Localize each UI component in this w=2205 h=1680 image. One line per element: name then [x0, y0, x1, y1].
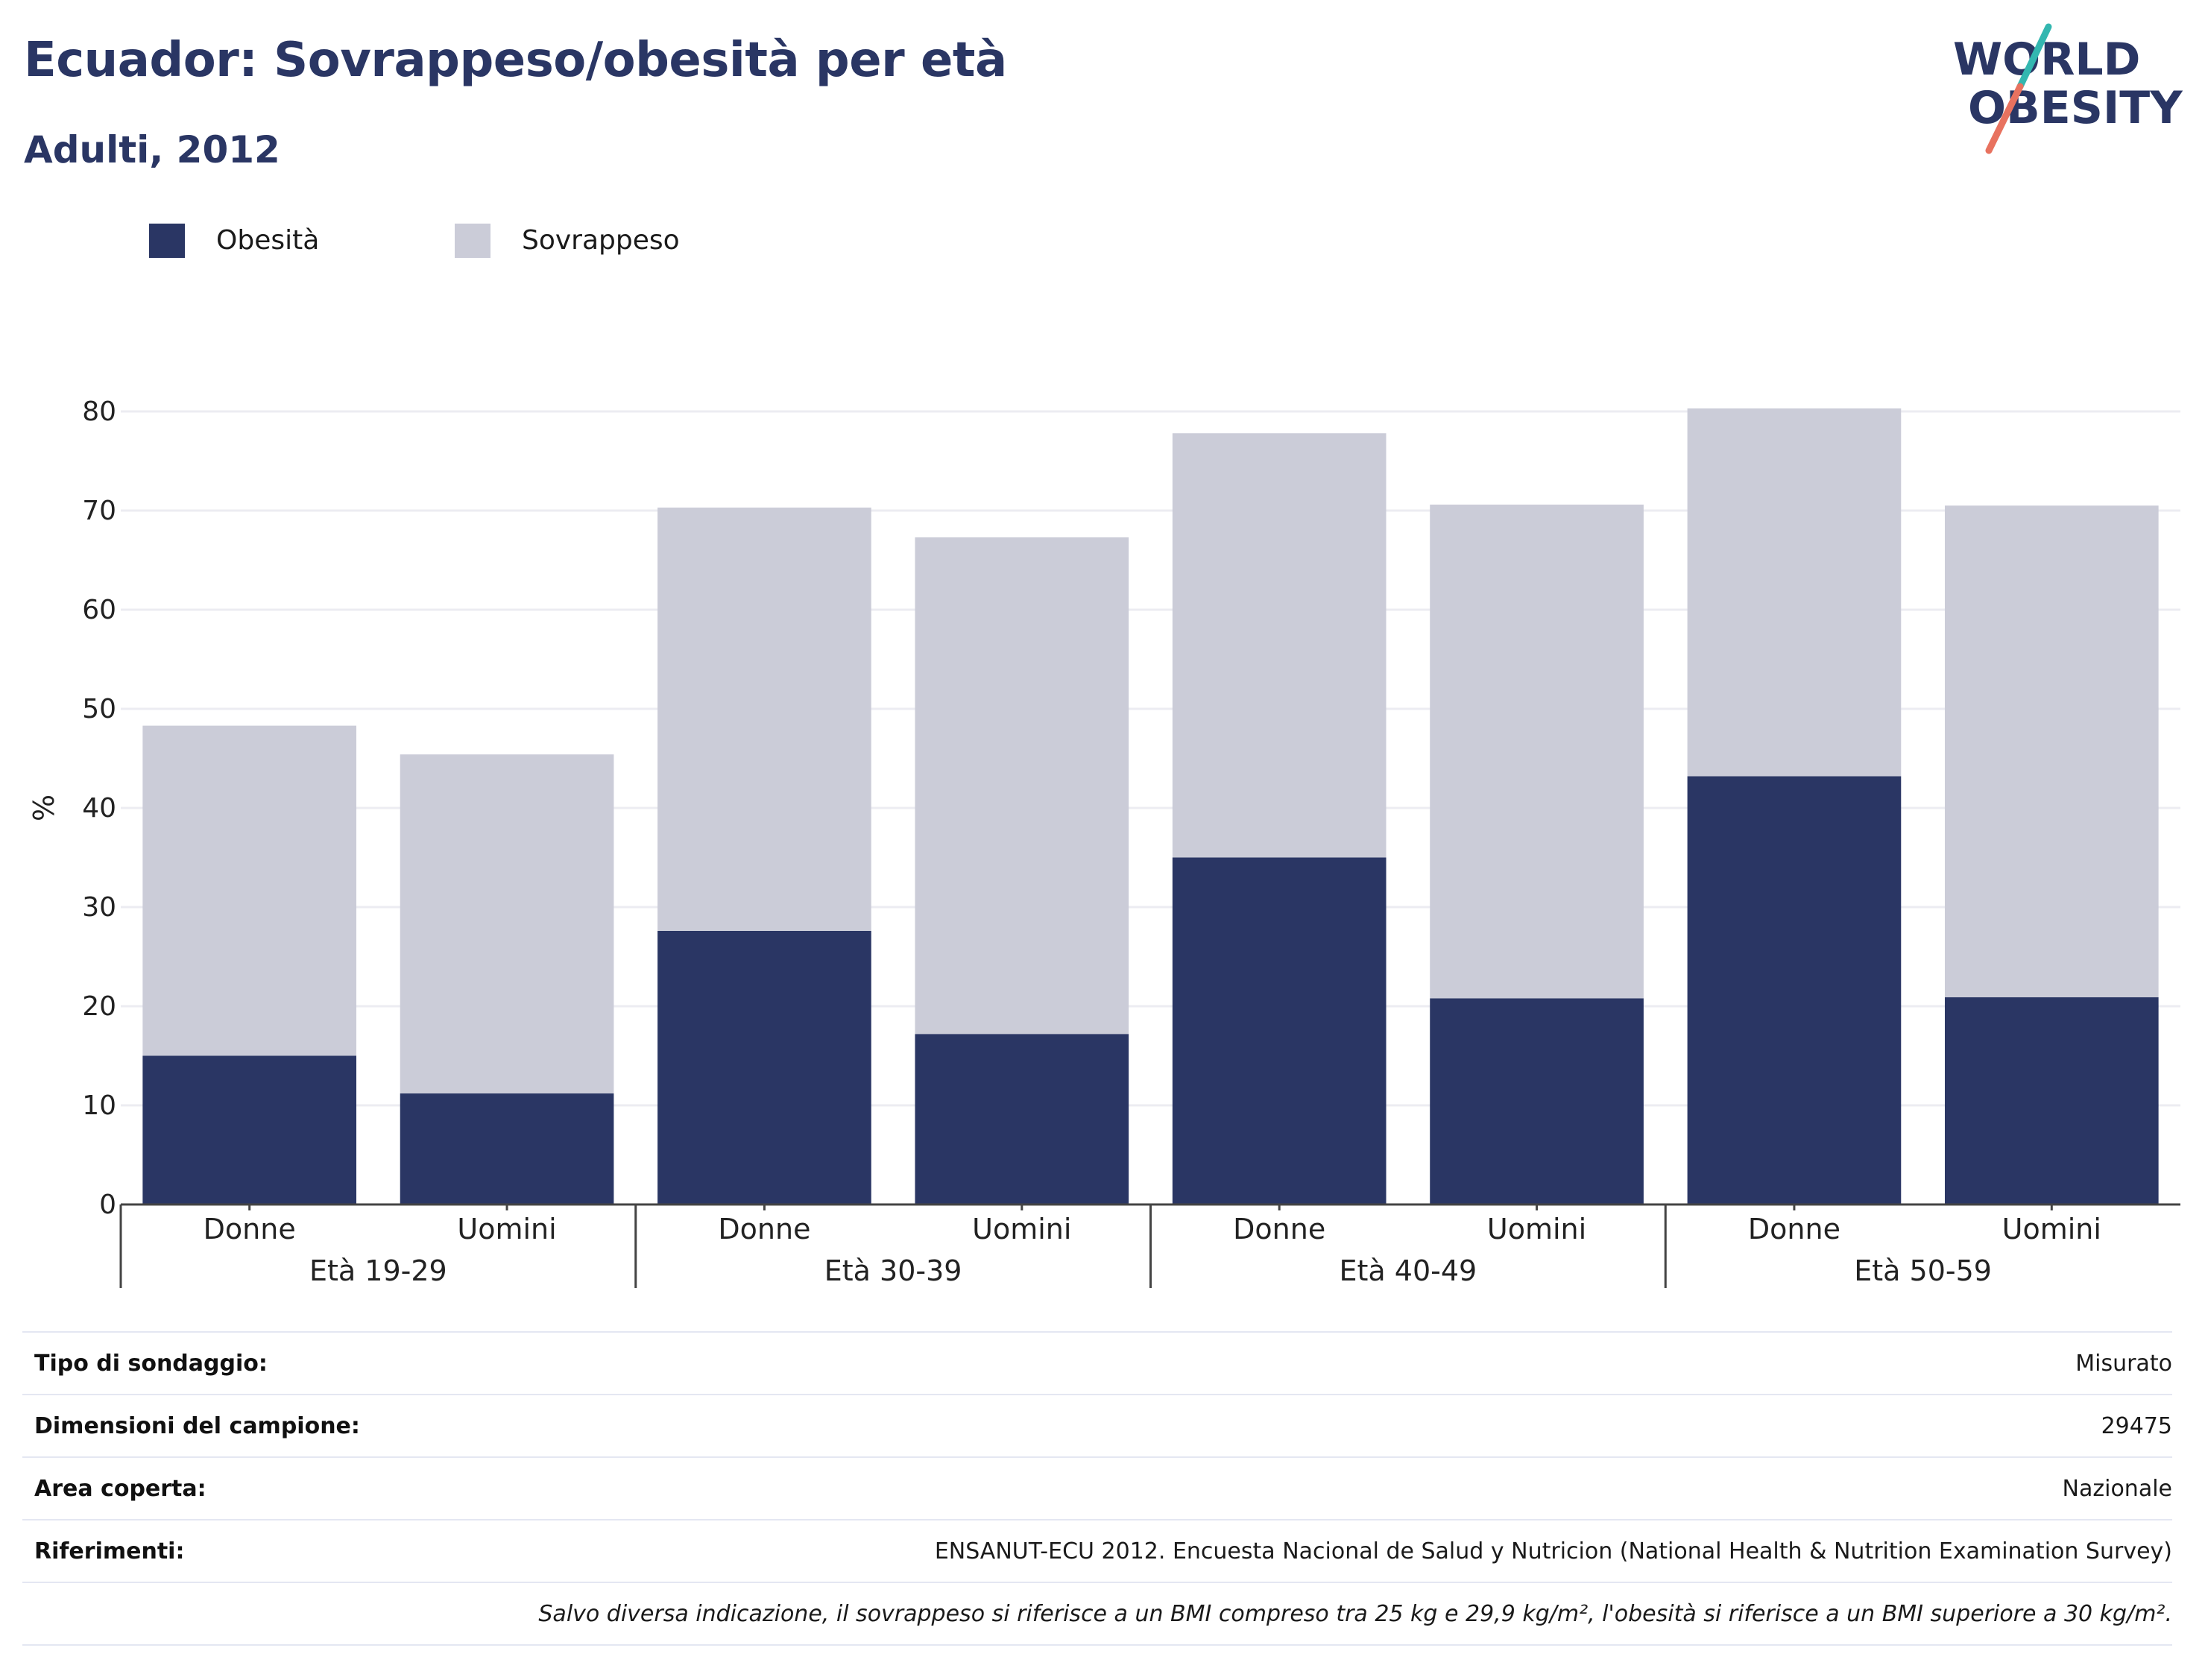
bar-obesity — [915, 1034, 1129, 1204]
x-group-label: Età 30-39 — [824, 1254, 962, 1287]
bar-overweight — [915, 537, 1129, 1035]
info-row-sample-size: Dimensioni del campione: 29475 — [22, 1394, 2172, 1456]
y-tick-label: 60 — [82, 595, 116, 625]
chart-title: Ecuador: Sovrappeso/obesità per età — [24, 33, 1007, 88]
info-key: Area coperta: — [34, 1476, 206, 1502]
x-category-label: Uomini — [457, 1213, 556, 1245]
legend-label-overweight: Sovrappeso — [522, 225, 680, 256]
logo-slash-teal — [2016, 23, 2052, 90]
x-category-label: Donne — [1748, 1213, 1840, 1245]
info-row-note: Salvo diversa indicazione, il sovrappeso… — [22, 1582, 2172, 1646]
y-tick-label: 70 — [82, 496, 116, 526]
bar-obesity — [657, 930, 871, 1204]
y-axis-label: % — [28, 795, 60, 821]
bar-obesity — [400, 1093, 614, 1204]
y-tick-label: 50 — [82, 694, 116, 724]
chart-subtitle: Adulti, 2012 — [24, 128, 280, 171]
bar-obesity — [1944, 997, 2159, 1204]
survey-info-table: Tipo di sondaggio: Misurato Dimensioni d… — [22, 1331, 2172, 1646]
legend-swatch-overweight — [455, 224, 490, 258]
info-value: 29475 — [2101, 1413, 2172, 1439]
y-tick-label: 20 — [82, 991, 116, 1022]
x-group-label: Età 40-49 — [1340, 1254, 1477, 1287]
x-category-label: Donne — [718, 1213, 810, 1245]
y-tick-label: 10 — [82, 1090, 116, 1121]
x-category-label: Uomini — [2002, 1213, 2101, 1245]
bar-obesity — [142, 1055, 357, 1204]
info-value: Nazionale — [2062, 1476, 2172, 1502]
y-tick-label: 40 — [82, 793, 116, 824]
legend-swatch-obesity — [149, 224, 185, 258]
bar-overweight — [657, 508, 871, 931]
stacked-bar-chart: 0 10 20 30 40 50 60 70 80% Donne Uomini Donne Uomini… — [28, 397, 2180, 1288]
bar-overweight — [400, 754, 614, 1094]
bar-obesity — [1430, 998, 1644, 1204]
y-tick-label: 80 — [82, 397, 116, 427]
bar-overweight — [1430, 505, 1644, 999]
bar-overweight — [1944, 505, 2159, 998]
x-category-label: Donne — [1233, 1213, 1325, 1245]
world-obesity-logo: WORLD OBESITY — [1953, 23, 2183, 154]
info-value: Misurato — [2075, 1351, 2172, 1377]
bar-overweight — [142, 725, 357, 1056]
bar-obesity — [1172, 857, 1387, 1204]
info-row-survey-type: Tipo di sondaggio: Misurato — [22, 1331, 2172, 1394]
info-key: Tipo di sondaggio: — [34, 1351, 268, 1377]
logo-slash-coral — [1985, 83, 2024, 154]
info-row-area: Area coperta: Nazionale — [22, 1456, 2172, 1519]
logo-line1: WORLD — [1953, 34, 2140, 86]
info-value: ENSANUT-ECU 2012. Encuesta Nacional de S… — [934, 1538, 2172, 1564]
x-category-label: Donne — [204, 1213, 296, 1245]
x-category-label: Uomini — [972, 1213, 1071, 1245]
bar-obesity — [1687, 776, 1902, 1204]
legend-label-obesity: Obesità — [216, 225, 320, 256]
bar-overweight — [1172, 433, 1387, 858]
info-key: Dimensioni del campione: — [34, 1413, 360, 1439]
x-group-label: Età 19-29 — [309, 1254, 447, 1287]
info-row-references: Riferimenti: ENSANUT-ECU 2012. Encuesta … — [22, 1519, 2172, 1582]
x-group-label: Età 50-59 — [1854, 1254, 1992, 1287]
y-tick-label: 0 — [99, 1190, 116, 1220]
x-category-label: Uomini — [1487, 1213, 1586, 1245]
bar-overweight — [1687, 408, 1902, 777]
info-key: Riferimenti: — [34, 1538, 185, 1564]
info-note: Salvo diversa indicazione, il sovrappeso… — [538, 1601, 2172, 1627]
y-tick-label: 30 — [82, 892, 116, 923]
